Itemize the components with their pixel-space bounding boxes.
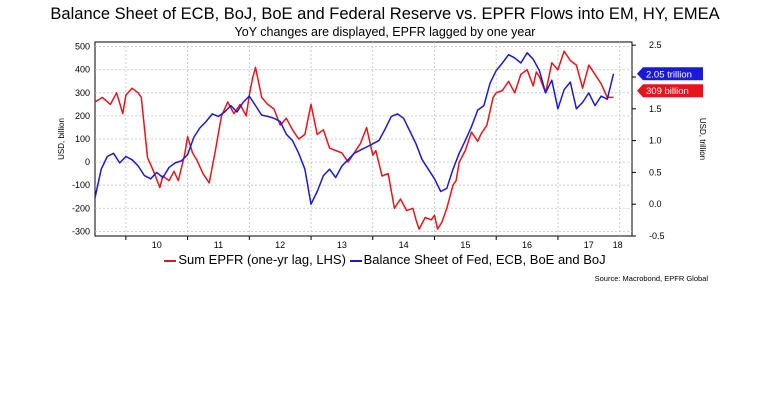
annotation-flag-shape — [637, 84, 703, 98]
chart-legend: Sum EPFR (one-yr lag, LHS) Balance Sheet… — [0, 252, 770, 267]
y-left-tick-label: 100 — [75, 134, 90, 144]
annotation-epfr-flag: 309 billion — [637, 84, 703, 98]
legend-item-balance: Balance Sheet of Fed, ECB, BoE and BoJ — [349, 252, 606, 267]
legend-swatch-epfr — [164, 259, 177, 262]
y-left-tick-label: 400 — [75, 65, 90, 75]
y-left-tick-label: 200 — [75, 111, 90, 121]
chart-title: Balance Sheet of ECB, BoJ, BoE and Feder… — [50, 5, 720, 23]
source-note: Source: Macrobond, EPFR Global — [594, 274, 708, 283]
annotation-flag-shape — [637, 67, 703, 81]
x-tick-label: 15 — [460, 240, 470, 250]
y-left-tick-label: -200 — [72, 203, 90, 213]
y-left-tick-label: 0 — [85, 157, 90, 167]
y-left-tick-label: 500 — [75, 42, 90, 52]
y-left-axis-label: USD, billion — [57, 118, 66, 160]
y-right-tick-label: 0.5 — [649, 167, 662, 177]
legend-label-epfr: Sum EPFR (one-yr lag, LHS) — [178, 252, 346, 267]
chart-subtitle: YoY changes are displayed, EPFR lagged b… — [234, 25, 536, 39]
legend-swatch-balance — [349, 259, 362, 262]
y-right-tick-label: -0.5 — [649, 231, 665, 241]
annotation-balance-flag: 2.05 trillion — [637, 67, 703, 81]
y-right-tick-label: 2.5 — [649, 40, 662, 50]
x-tick-label: 18 — [613, 240, 623, 250]
y-left-tick-label: -100 — [72, 180, 90, 190]
series-line-epfr — [94, 50, 614, 230]
x-tick-label: 11 — [214, 240, 223, 250]
y-left-tick-label: 300 — [75, 88, 90, 98]
x-tick-label: 16 — [522, 240, 532, 250]
series-line-balance — [94, 52, 615, 205]
x-tick-label: 17 — [584, 240, 594, 250]
y-left-tick-label: -300 — [72, 226, 90, 236]
y-right-tick-label: 1.0 — [649, 136, 662, 146]
x-tick-label: 14 — [399, 240, 409, 250]
x-tick-label: 13 — [337, 240, 347, 250]
annotation-label: 309 billion — [646, 86, 689, 97]
legend-item-epfr: Sum EPFR (one-yr lag, LHS) — [164, 252, 349, 267]
y-right-tick-label: 1.5 — [649, 104, 662, 114]
legend-label-balance: Balance Sheet of Fed, ECB, BoE and BoJ — [363, 252, 606, 267]
x-tick-label: 12 — [275, 240, 285, 250]
annotation-label: 2.05 trillion — [646, 69, 692, 80]
y-right-tick-label: 0.0 — [649, 199, 662, 209]
x-tick-label: 10 — [152, 240, 162, 250]
y-right-axis-label: USD, trillion — [698, 118, 707, 160]
